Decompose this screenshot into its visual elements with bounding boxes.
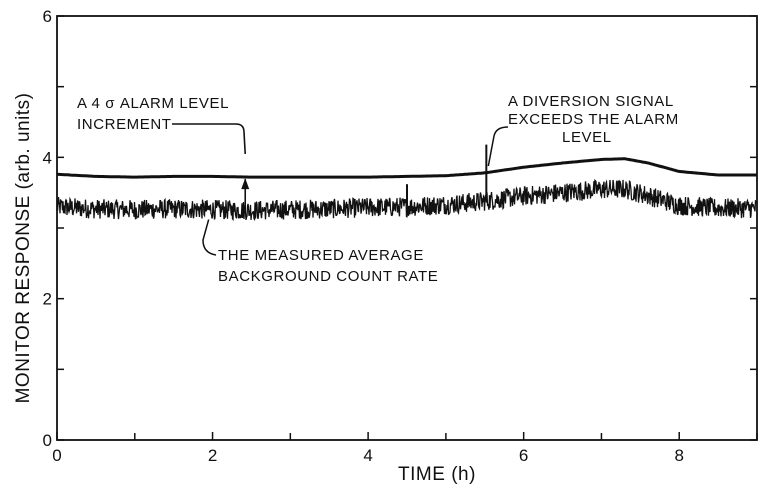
y-axis: 0 2 4 6 — [43, 7, 757, 450]
annotation-text: BACKGROUND COUNT RATE — [218, 268, 438, 285]
spikes — [406, 144, 488, 207]
annotation-text: LEVEL — [562, 129, 612, 146]
x-tick-label: 6 — [519, 446, 528, 465]
x-tick-label: 0 — [52, 446, 61, 465]
y-axis-title: MONITOR RESPONSE (arb. units) — [13, 93, 34, 404]
y-tick-label: 4 — [43, 148, 52, 167]
plot-area: 0 2 4 6 8 0 2 4 6 — [43, 7, 758, 465]
annotation-text: A 4 σ ALARM LEVEL — [77, 95, 229, 112]
x-axis-title: TIME (h) — [398, 464, 476, 485]
plot-frame — [56, 15, 758, 441]
x-axis: 0 2 4 6 8 — [52, 432, 758, 465]
alarm-level-series — [56, 157, 757, 179]
annotation-background: THE MEASURED AVERAGE BACKGROUND COUNT RAT… — [202, 219, 438, 285]
x-tick-label: 2 — [208, 446, 217, 465]
measured-response-series — [56, 178, 758, 222]
annotation-text: EXCEEDS THE ALARM — [508, 111, 679, 128]
y-tick-label: 0 — [43, 431, 52, 450]
y-tick-label: 6 — [43, 7, 52, 26]
leader-line — [172, 123, 247, 155]
arrowhead-up — [241, 178, 250, 190]
annotation-text: INCREMENT — [77, 116, 172, 133]
annotation-alarm-increment: A 4 σ ALARM LEVEL INCREMENT — [77, 95, 250, 210]
annotations: A 4 σ ALARM LEVEL INCREMENT A DIVERSION SI… — [77, 93, 679, 285]
x-tick-label: 8 — [674, 446, 683, 465]
leader-line — [487, 126, 509, 167]
x-tick-label: 4 — [363, 446, 372, 465]
annotation-text: THE MEASURED AVERAGE — [218, 247, 424, 264]
annotation-text: A DIVERSION SIGNAL — [508, 93, 674, 110]
y-tick-label: 2 — [43, 290, 52, 309]
leader-line — [202, 219, 217, 256]
